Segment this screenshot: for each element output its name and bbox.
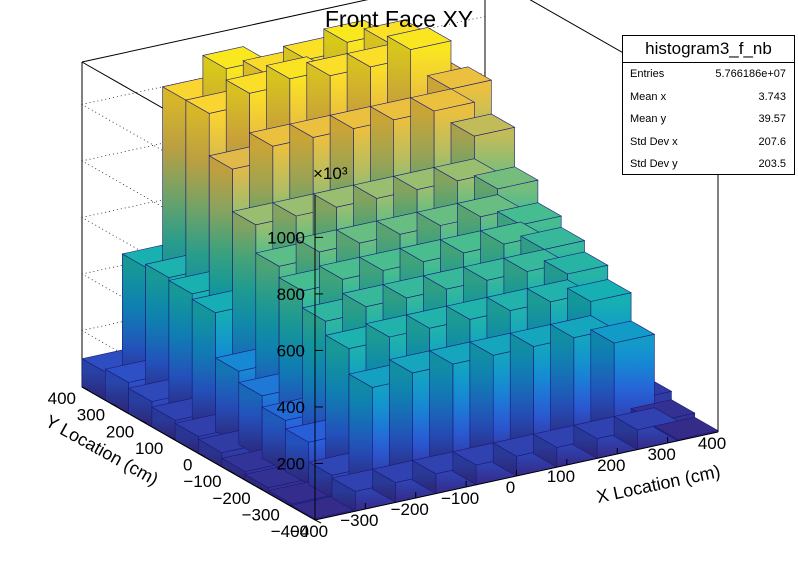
stats-row-mean-x: Mean x 3.743 bbox=[623, 86, 794, 109]
z-tick-label: 200 bbox=[277, 454, 305, 473]
stats-label: Mean y bbox=[630, 113, 667, 126]
bar-top-face bbox=[653, 416, 719, 440]
bar-top-face bbox=[386, 27, 452, 50]
stats-label: Entries bbox=[630, 68, 665, 80]
stats-label: Std Dev x bbox=[630, 135, 678, 148]
stats-value: 39.57 bbox=[758, 113, 786, 126]
grid-line bbox=[81, 72, 486, 295]
y-tick bbox=[169, 436, 176, 441]
bar-top-face bbox=[520, 226, 586, 250]
y-tick-label: 0 bbox=[183, 456, 192, 475]
bar-top-face bbox=[450, 113, 516, 137]
x-tick-label: 400 bbox=[698, 434, 726, 453]
stats-histogram-name: histogram3_f_nb bbox=[623, 36, 794, 63]
x-tick-label: 200 bbox=[597, 456, 625, 475]
y-tick bbox=[198, 453, 205, 457]
grid-line bbox=[81, 16, 486, 238]
bar-top-face bbox=[566, 279, 632, 302]
stats-row-entries: Entries 5.766186e+07 bbox=[623, 63, 794, 86]
stats-value: 203.5 bbox=[758, 158, 786, 171]
z-tick-label: 1000 bbox=[267, 228, 305, 247]
stats-box: histogram3_f_nb Entries 5.766186e+07 Mea… bbox=[622, 35, 795, 175]
stats-label: Std Dev y bbox=[630, 158, 678, 171]
y-tick-label: 400 bbox=[48, 389, 76, 408]
z-tick-label: 400 bbox=[277, 398, 305, 417]
bar-top-face bbox=[589, 320, 656, 344]
stats-row-stddev-x: Std Dev x 207.6 bbox=[623, 131, 794, 154]
bar-top-face bbox=[426, 66, 493, 90]
y-tick bbox=[256, 486, 263, 491]
frame-edge bbox=[81, 0, 369, 63]
y-tick-label: −300 bbox=[242, 505, 280, 524]
y-tick-label: −400 bbox=[271, 522, 309, 541]
y-tick-label: 300 bbox=[77, 406, 105, 425]
bars bbox=[81, 19, 719, 521]
y-tick bbox=[227, 469, 234, 474]
bar-side-face bbox=[191, 298, 216, 432]
x-tick-label: −200 bbox=[391, 500, 429, 519]
x-tick-label: 0 bbox=[506, 478, 515, 497]
y-tick bbox=[81, 386, 89, 391]
bar-top-face bbox=[409, 88, 476, 112]
stats-value: 5.766186e+07 bbox=[715, 68, 786, 80]
bar-side-face bbox=[168, 279, 193, 419]
z-exponent-label: ×10³ bbox=[313, 164, 348, 183]
y-tick-label: 100 bbox=[135, 439, 163, 458]
y-tick bbox=[314, 519, 322, 524]
stats-value: 3.743 bbox=[758, 90, 786, 103]
x-tick-label: −400 bbox=[290, 522, 328, 541]
y-tick bbox=[140, 419, 147, 424]
x-tick-label: −300 bbox=[340, 511, 378, 530]
chart-title: Front Face XY bbox=[324, 6, 474, 32]
grid-line bbox=[81, 185, 486, 408]
bar-top-face bbox=[543, 251, 609, 275]
x-tick-label: −100 bbox=[441, 489, 479, 508]
y-tick bbox=[285, 502, 293, 507]
stats-row-mean-y: Mean y 39.57 bbox=[623, 108, 794, 131]
z-tick-label: 600 bbox=[277, 341, 305, 360]
bar bbox=[653, 416, 719, 442]
stats-label: Mean x bbox=[630, 90, 667, 103]
z-tick-label: 800 bbox=[277, 285, 305, 304]
y-tick-label: 200 bbox=[106, 422, 134, 441]
y-tick-label: −100 bbox=[183, 472, 221, 491]
stats-row-stddev-y: Std Dev y 203.5 bbox=[623, 153, 794, 176]
y-tick bbox=[110, 403, 118, 408]
grid-line bbox=[81, 242, 486, 464]
bar-top-face bbox=[473, 166, 539, 190]
y-tick-label: −200 bbox=[212, 489, 250, 508]
x-tick-label: 100 bbox=[547, 467, 575, 486]
bar-top-face bbox=[496, 202, 563, 226]
grid-line bbox=[81, 129, 486, 351]
stats-value: 207.6 bbox=[758, 135, 786, 148]
x-tick-label: 300 bbox=[647, 445, 675, 464]
